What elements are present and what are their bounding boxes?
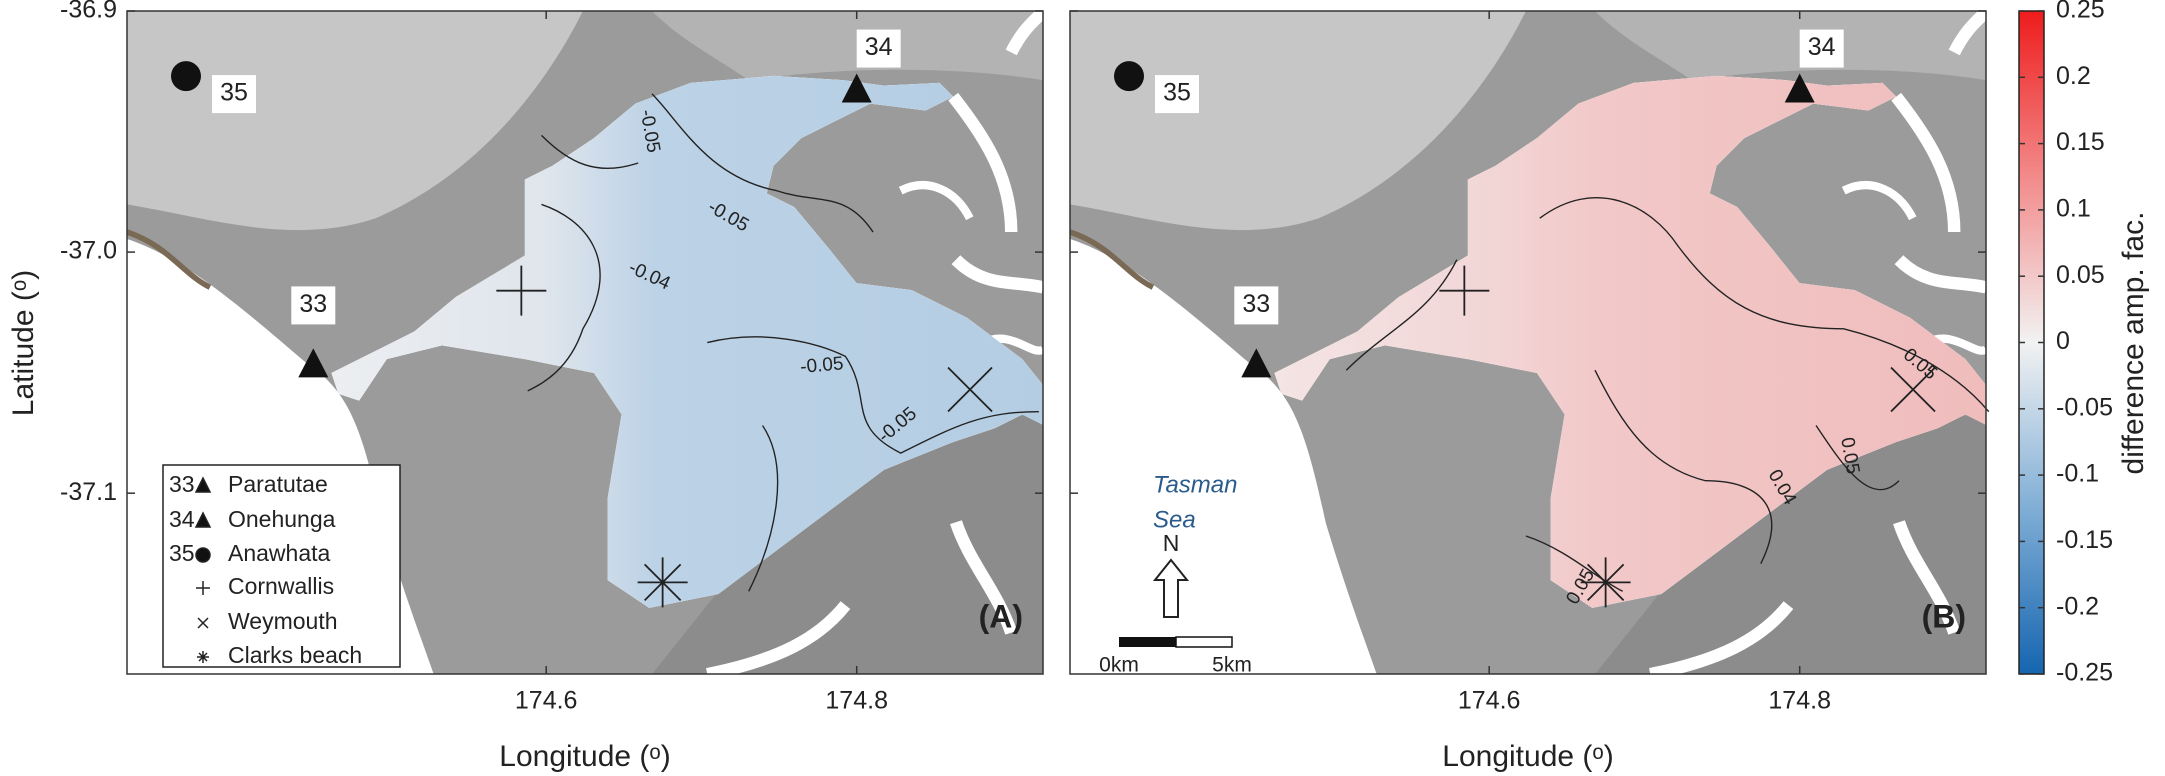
station-marker bbox=[947, 366, 993, 413]
legend-symbol bbox=[194, 476, 212, 493]
x-axis-label: Longitude (ᵒ) bbox=[499, 740, 670, 773]
north-label: N bbox=[1163, 530, 1180, 556]
station-marker bbox=[1784, 73, 1815, 103]
x-tick-label: 174.6 bbox=[1458, 687, 1521, 715]
station-label-box bbox=[1799, 29, 1844, 68]
contour-line bbox=[651, 93, 874, 233]
station-marker bbox=[170, 61, 201, 92]
station-marker bbox=[1890, 366, 1936, 413]
colorbar-tick-label: -0.15 bbox=[2056, 526, 2113, 554]
axes-frame bbox=[126, 10, 1044, 675]
y-tick-label: -36.9 bbox=[60, 0, 117, 24]
colorbar-tick-label: 0.25 bbox=[2056, 0, 2105, 24]
colorbar-label: difference amp. fac. bbox=[2117, 212, 2150, 475]
legend-symbol bbox=[197, 651, 209, 663]
colorbar-tick-label: 0.1 bbox=[2056, 195, 2091, 223]
legend-id: 34 bbox=[169, 506, 195, 532]
colorbar-tick-label: 0 bbox=[2056, 327, 2070, 355]
legend-symbol bbox=[197, 617, 209, 629]
colorbar-tick-label: -0.1 bbox=[2056, 460, 2099, 488]
scale-label: 0km bbox=[1099, 654, 1139, 677]
station-label-box bbox=[291, 286, 336, 325]
station-label: 35 bbox=[220, 79, 248, 107]
contour-line bbox=[527, 203, 601, 392]
colorbar: difference amp. fac. 0.25 0.2 0.15 0.1 0.05 0… bbox=[2018, 0, 2150, 687]
station-marker bbox=[496, 265, 547, 316]
station-marker bbox=[298, 348, 329, 378]
station-marker bbox=[637, 557, 688, 608]
legend-symbol bbox=[196, 581, 210, 595]
axes-frame bbox=[1069, 10, 1987, 675]
scale-bar bbox=[1175, 636, 1233, 648]
panel-label: (B) bbox=[1922, 598, 1966, 634]
contour-line bbox=[540, 134, 639, 170]
x-axis-label: Longitude (ᵒ) bbox=[1442, 740, 1613, 773]
scale-label: 5km bbox=[1212, 654, 1252, 677]
contour-line bbox=[1345, 259, 1458, 371]
colorbar-tick-label: 0.2 bbox=[2056, 62, 2091, 90]
contour-line bbox=[748, 425, 779, 592]
legend-label: Cornwallis bbox=[228, 573, 334, 599]
station-label: 33 bbox=[299, 290, 327, 318]
y-axis-label: Latitude (ᵒ) bbox=[7, 270, 40, 416]
station-label-box bbox=[211, 75, 256, 114]
legend-box bbox=[162, 464, 401, 668]
station-label: 34 bbox=[1808, 33, 1836, 61]
contour-line bbox=[1539, 197, 1990, 413]
station-marker bbox=[841, 73, 872, 103]
contour-line bbox=[1525, 535, 1623, 592]
harbour-field bbox=[331, 75, 1043, 608]
legend-label: Weymouth bbox=[228, 608, 338, 634]
annotations: Tasman Sea N 0km 5km bbox=[1099, 471, 1252, 676]
legend-id: 33 bbox=[169, 471, 195, 497]
contour-line bbox=[1594, 369, 1773, 564]
x-tick-label: 174.6 bbox=[515, 687, 578, 715]
station-marker bbox=[1113, 61, 1144, 92]
station-label: 33 bbox=[1242, 290, 1270, 318]
station-label-box bbox=[1234, 286, 1279, 325]
station-label-box bbox=[856, 29, 901, 68]
contour-line bbox=[1815, 425, 1900, 491]
station-label-box bbox=[1154, 75, 1199, 114]
colorbar-tick-label: 0.15 bbox=[2056, 128, 2105, 156]
x-tick-label: 174.8 bbox=[1768, 687, 1831, 715]
scale-bar bbox=[1119, 637, 1176, 647]
basemap bbox=[127, 11, 1050, 674]
contour-line bbox=[707, 336, 1039, 454]
sea-label: Sea bbox=[1153, 506, 1196, 533]
sea-label: Tasman bbox=[1153, 471, 1238, 498]
station-marker bbox=[1439, 265, 1490, 316]
legend-label: Clarks beach bbox=[228, 642, 362, 668]
colorbar-tick-label: -0.25 bbox=[2056, 659, 2113, 687]
panel-label: (A) bbox=[979, 598, 1023, 634]
station-label: 35 bbox=[1163, 79, 1191, 107]
station-marker bbox=[1580, 557, 1631, 608]
legend-label: Onehunga bbox=[228, 506, 336, 532]
contour-label: -0.05 bbox=[799, 353, 844, 378]
station-label: 34 bbox=[865, 33, 893, 61]
y-tick-label: -37.1 bbox=[60, 478, 117, 506]
colorbar-tick-label: -0.05 bbox=[2056, 393, 2113, 421]
legend-label: Anawhata bbox=[228, 540, 331, 566]
basemap bbox=[1070, 11, 1993, 674]
north-arrow bbox=[1152, 558, 1190, 618]
legend-symbol bbox=[194, 511, 212, 528]
legend: 33 Paratutae 34 Onehunga 35 Anawhata Cornwalli… bbox=[162, 464, 401, 668]
legend-id: 35 bbox=[169, 540, 195, 566]
legend-label: Paratutae bbox=[228, 471, 328, 497]
colorbar-tick-label: -0.2 bbox=[2056, 592, 2099, 620]
station-marker bbox=[1241, 348, 1272, 378]
harbour-field bbox=[1274, 75, 1986, 608]
x-tick-label: 174.8 bbox=[825, 687, 888, 715]
y-tick-label: -37.0 bbox=[60, 237, 117, 265]
legend-symbol bbox=[195, 547, 211, 563]
colorbar-tick-label: 0.05 bbox=[2056, 261, 2105, 289]
